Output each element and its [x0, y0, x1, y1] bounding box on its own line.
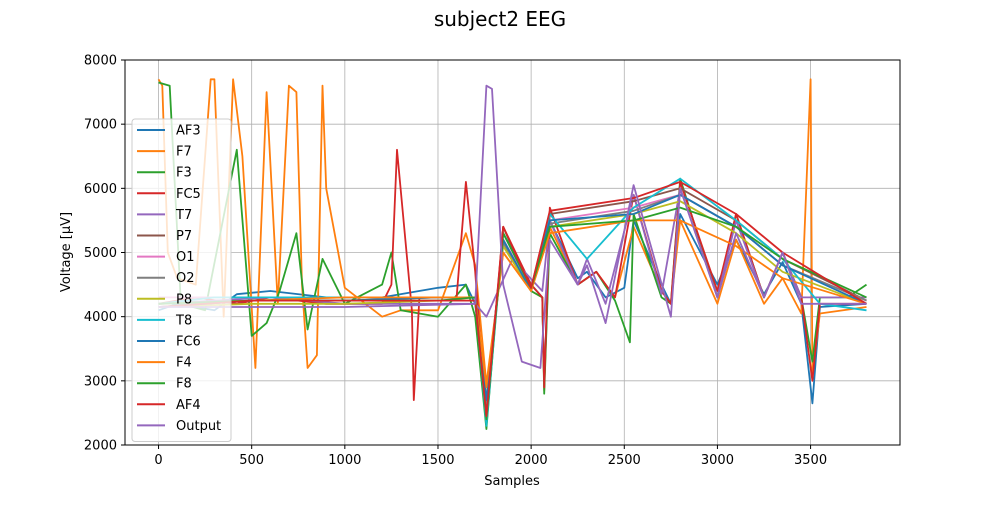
y-tick-label: 2000 — [84, 439, 117, 454]
y-tick-label: 3000 — [84, 374, 117, 389]
series-line-p8 — [158, 200, 867, 401]
x-tick-label: 2000 — [515, 453, 548, 468]
series-line-f4 — [158, 219, 867, 389]
legend-label: AF3 — [176, 124, 201, 139]
series-line-f7 — [157, 78, 867, 392]
y-tick-label: 8000 — [84, 54, 117, 69]
tick-layer: 0 500 1000 1500 2000 2500 3000 3500 2000 3000 4000… — [84, 54, 827, 469]
series-line-t8 — [158, 177, 867, 427]
x-tick-label: 500 — [239, 453, 264, 468]
series-line-t7 — [158, 187, 867, 318]
legend-box — [131, 118, 232, 442]
y-axis-label: Voltage [µV] — [59, 212, 74, 292]
legend-label: F8 — [176, 377, 192, 392]
x-tick-label: 3500 — [794, 453, 827, 468]
legend-label: O2 — [176, 271, 195, 286]
y-tick-label: 5000 — [84, 246, 117, 261]
chart-title: subject2 EEG — [434, 7, 566, 31]
legend-label: Output — [176, 419, 221, 434]
series-line-output — [158, 84, 867, 369]
legend-label: P8 — [176, 292, 192, 307]
legend-label: F7 — [176, 145, 192, 160]
series-line-af4 — [158, 181, 867, 417]
x-axis-label: Samples — [484, 474, 540, 489]
legend: AF3 F7 F3 FC5 T7 P7 O1 O2 P8 T8 FC6 F4 F… — [131, 118, 232, 442]
grid-layer — [125, 59, 900, 446]
legend-label: F3 — [176, 166, 192, 181]
y-tick-label: 7000 — [84, 118, 117, 133]
series-layer — [157, 78, 868, 430]
legend-label: O1 — [176, 250, 195, 265]
y-tick-label: 6000 — [84, 182, 117, 197]
x-tick-label: 2500 — [608, 453, 641, 468]
legend-label: P7 — [176, 229, 192, 244]
legend-label: FC6 — [176, 335, 201, 350]
x-tick-label: 0 — [154, 453, 162, 468]
legend-label: F4 — [176, 356, 192, 371]
legend-label: FC5 — [176, 187, 201, 202]
legend-label: T8 — [175, 313, 192, 328]
y-tick-label: 4000 — [84, 310, 117, 325]
legend-label: AF4 — [176, 398, 201, 413]
legend-label: T7 — [175, 208, 192, 223]
x-tick-label: 3000 — [701, 453, 734, 468]
x-tick-label: 1000 — [328, 453, 361, 468]
x-tick-label: 1500 — [421, 453, 454, 468]
